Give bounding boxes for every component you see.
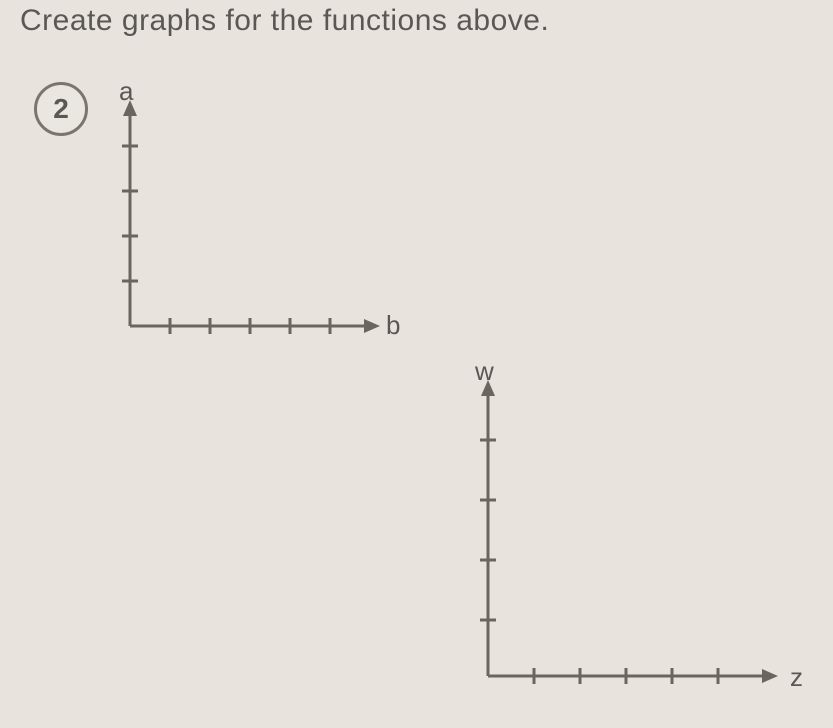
graph-1-x-axis-label: b bbox=[386, 310, 400, 341]
graph-2-y-axis-label: w bbox=[475, 356, 494, 387]
graph-1-y-axis-label: a bbox=[119, 76, 133, 107]
graph-1-axes bbox=[100, 80, 400, 350]
problem-number-badge: 2 bbox=[34, 82, 88, 136]
graph-2-axes bbox=[458, 360, 798, 700]
problem-number: 2 bbox=[53, 93, 69, 125]
graph-2 bbox=[458, 360, 798, 700]
graph-1 bbox=[100, 80, 400, 350]
graph-2-x-axis-label: z bbox=[790, 662, 803, 693]
instruction-text: Create graphs for the functions above. bbox=[20, 4, 549, 38]
